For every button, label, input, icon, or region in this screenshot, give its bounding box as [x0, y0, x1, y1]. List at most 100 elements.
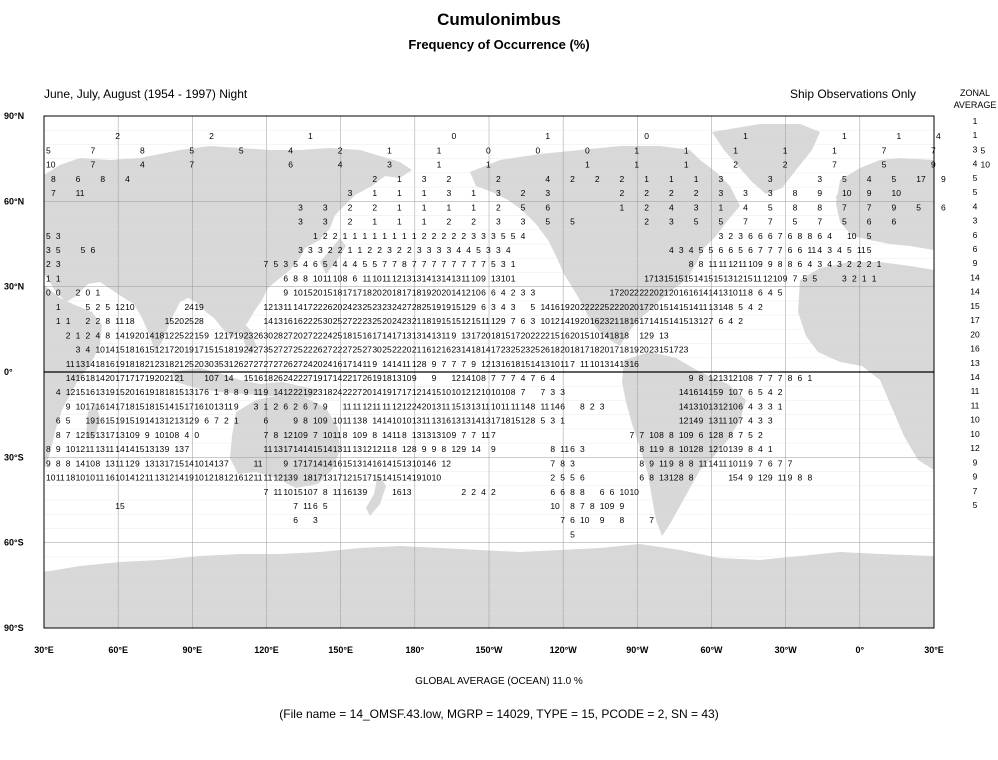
- grid-cell-value: 1: [372, 231, 377, 241]
- grid-cell-value: 24: [323, 330, 333, 340]
- grid-cell-value: 18: [125, 359, 135, 369]
- grid-cell-value: 12: [461, 302, 471, 312]
- grid-cell-value: 16: [560, 330, 570, 340]
- grid-cell-value: 6: [521, 316, 526, 326]
- grid-cell-value: 3: [768, 416, 773, 426]
- zonal-average-value: 17: [970, 315, 980, 325]
- grid-cell-value: 12: [165, 330, 175, 340]
- grid-cell-value: 9: [323, 401, 328, 411]
- grid-cell-value: 7: [531, 373, 536, 383]
- grid-cell-value: 8: [669, 444, 674, 454]
- grid-cell-value: 15: [323, 288, 333, 298]
- grid-cell-value: 7: [481, 259, 486, 269]
- grid-cell-value: 10: [402, 373, 412, 383]
- grid-cell-value: 1: [620, 202, 625, 212]
- grid-cell-value: 5: [812, 273, 817, 283]
- grid-cell-value: 13: [432, 273, 442, 283]
- grid-cell-value: 3: [447, 245, 452, 255]
- grid-cell-value: 7: [51, 188, 56, 198]
- grid-cell-value: 14: [600, 330, 610, 340]
- grid-cell-value: 3: [817, 259, 822, 269]
- grid-cell-value: 27: [264, 359, 274, 369]
- grid-cell-value: 12: [66, 387, 76, 397]
- zonal-average-value: 6: [973, 230, 978, 240]
- grid-cell-value: 20: [155, 373, 165, 383]
- grid-cell-value: 14: [422, 387, 432, 397]
- grid-cell-value: 19: [115, 359, 125, 369]
- grid-cell-value: 5: [709, 245, 714, 255]
- grid-cell-value: 11: [303, 501, 312, 511]
- grid-cell-value: 21: [175, 373, 185, 383]
- grid-cell-value: 12: [709, 430, 719, 440]
- grid-cell-value: 18: [323, 387, 333, 397]
- grid-cell-value: 3: [318, 245, 323, 255]
- grid-cell-value: 16: [95, 401, 105, 411]
- grid-cell-value: 10: [293, 288, 303, 298]
- grid-cell-value: 11: [560, 444, 569, 454]
- longitude-label: 60°E: [108, 645, 128, 655]
- grid-cell-value: 15: [343, 458, 353, 468]
- grid-cell-value: 7: [639, 430, 644, 440]
- grid-cell-value: 18: [501, 416, 511, 426]
- grid-cell-value: 22: [313, 330, 323, 340]
- grid-cell-value: 14: [145, 416, 155, 426]
- grid-cell-value: 31: [224, 359, 234, 369]
- grid-cell-value: 1: [358, 245, 363, 255]
- grid-cell-value: 4: [521, 373, 526, 383]
- grid-cell-value: 0: [56, 288, 61, 298]
- zonal-average-value: 20: [970, 329, 980, 339]
- grid-cell-value: 8: [323, 487, 328, 497]
- grid-cell-value: 7: [817, 217, 822, 227]
- zonal-average-value: 14: [970, 372, 980, 382]
- grid-cell-value: 7: [442, 259, 447, 269]
- grid-cell-value: 11: [659, 458, 668, 468]
- grid-cell-value: 16: [590, 316, 600, 326]
- grid-cell-value: 8: [679, 473, 684, 483]
- grid-cell-value: 1: [783, 145, 788, 155]
- grid-cell-value: 13: [402, 458, 412, 468]
- grid-cell-value: 7: [451, 259, 456, 269]
- grid-cell-value: 7: [501, 373, 506, 383]
- grid-cell-value: 7: [471, 259, 476, 269]
- grid-cell-value: 15: [175, 458, 185, 468]
- grid-cell-value: 20: [105, 373, 115, 383]
- grid-cell-value: 12: [402, 444, 412, 454]
- longitude-label: 30°E: [924, 645, 944, 655]
- grid-cell-value: 19: [145, 387, 155, 397]
- grid-cell-value: 4: [748, 302, 753, 312]
- grid-cell-value: 5: [892, 174, 897, 184]
- grid-cell-value: 26: [540, 345, 550, 355]
- grid-cell-value: 6: [788, 245, 793, 255]
- grid-cell-value: 9: [283, 458, 288, 468]
- grid-cell-value: 18: [155, 387, 165, 397]
- grid-cell-value: 11: [343, 444, 352, 454]
- grid-cell-value: 14: [392, 359, 402, 369]
- grid-cell-value: 3: [521, 288, 526, 298]
- grid-cell-value: 9: [768, 259, 773, 269]
- grid-cell-value: 10: [293, 430, 303, 440]
- grid-cell-value: 9: [817, 188, 822, 198]
- grid-cell-value: 12: [76, 430, 86, 440]
- grid-cell-value: 15: [704, 273, 714, 283]
- grid-cell-value: 4: [827, 231, 832, 241]
- grid-cell-value: 23: [600, 316, 610, 326]
- grid-cell-value: 4: [827, 259, 832, 269]
- grid-cell-value: 17: [402, 288, 412, 298]
- grid-cell-value: 22: [629, 288, 639, 298]
- grid-cell-value: 10: [125, 302, 135, 312]
- grid-cell-value: 7: [629, 430, 634, 440]
- grid-cell-value: 15: [353, 330, 363, 340]
- zonal-average-value: 1: [973, 116, 978, 126]
- grid-cell-value: 11: [442, 401, 451, 411]
- grid-cell-value: 11: [402, 359, 411, 369]
- grid-cell-value: 11: [649, 444, 658, 454]
- grid-cell-value: 23: [155, 359, 165, 369]
- grid-cell-value: 9: [699, 416, 704, 426]
- grid-cell-value: 16: [333, 458, 343, 468]
- grid-cell-value: 18: [610, 330, 620, 340]
- grid-cell-value: 2: [491, 487, 496, 497]
- grid-cell-value: 5: [372, 259, 377, 269]
- grid-cell-value: 24: [283, 373, 293, 383]
- grid-cell-value: 7: [758, 373, 763, 383]
